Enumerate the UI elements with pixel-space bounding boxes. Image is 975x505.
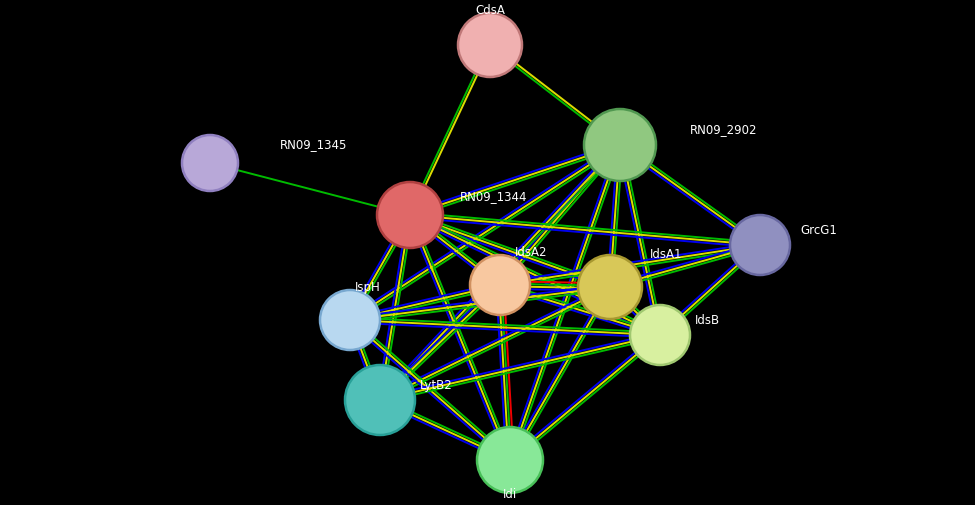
Circle shape bbox=[730, 215, 790, 275]
Text: IdsB: IdsB bbox=[695, 314, 721, 327]
Text: IspH: IspH bbox=[355, 281, 381, 294]
Text: IdsA1: IdsA1 bbox=[650, 248, 682, 262]
Text: IdsA2: IdsA2 bbox=[515, 245, 548, 259]
Text: RN09_1344: RN09_1344 bbox=[460, 190, 527, 204]
Text: LytB2: LytB2 bbox=[420, 379, 452, 391]
Circle shape bbox=[578, 255, 642, 319]
Circle shape bbox=[320, 290, 380, 350]
Text: GrcG1: GrcG1 bbox=[800, 224, 837, 236]
Circle shape bbox=[182, 135, 238, 191]
Circle shape bbox=[470, 255, 530, 315]
Circle shape bbox=[477, 427, 543, 493]
Text: Idi: Idi bbox=[503, 488, 517, 501]
Circle shape bbox=[458, 13, 522, 77]
Circle shape bbox=[630, 305, 690, 365]
Text: RN09_1345: RN09_1345 bbox=[280, 138, 347, 152]
Circle shape bbox=[345, 365, 415, 435]
Circle shape bbox=[584, 109, 656, 181]
Circle shape bbox=[377, 182, 443, 248]
Text: CdsA: CdsA bbox=[475, 4, 505, 17]
Text: RN09_2902: RN09_2902 bbox=[690, 124, 758, 136]
